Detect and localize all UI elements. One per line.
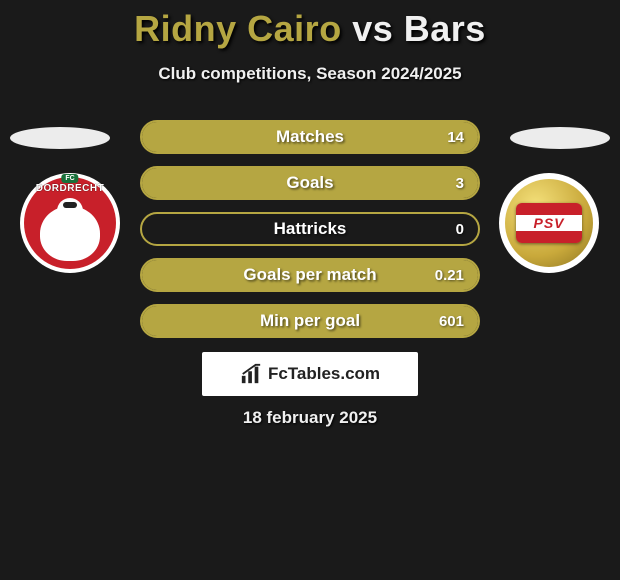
stat-bar: Goals per match0.21	[140, 258, 480, 292]
stat-right-value: 601	[439, 313, 464, 330]
stat-row: Hattricks0	[0, 212, 620, 248]
subtitle: Club competitions, Season 2024/2025	[0, 64, 620, 84]
date-text: 18 february 2025	[0, 408, 620, 428]
stat-bar: Hattricks0	[140, 212, 480, 246]
stats-container: Matches14 Goals3 Hattricks0 Goals per match…	[0, 120, 620, 350]
stat-label: Min per goal	[142, 311, 478, 331]
stat-right-value: 14	[447, 129, 464, 146]
stat-bar: Matches14	[140, 120, 480, 154]
stat-bar: Min per goal601	[140, 304, 480, 338]
stat-label: Goals	[142, 173, 478, 193]
bar-chart-icon	[240, 363, 262, 385]
brand-text: FcTables.com	[268, 364, 380, 384]
title-player2: Bars	[404, 8, 486, 49]
stat-label: Goals per match	[142, 265, 478, 285]
stat-right-value: 0.21	[435, 267, 464, 284]
stat-right-value: 0	[456, 221, 464, 238]
stat-row: Min per goal601	[0, 304, 620, 340]
brand-box: FcTables.com	[202, 352, 418, 396]
page-title: Ridny Cairo vs Bars	[0, 0, 620, 50]
stat-right-value: 3	[456, 175, 464, 192]
title-vs: vs	[352, 8, 393, 49]
stat-row: Goals per match0.21	[0, 258, 620, 294]
stat-row: Goals3	[0, 166, 620, 202]
title-player1: Ridny Cairo	[134, 8, 342, 49]
stat-row: Matches14	[0, 120, 620, 156]
stat-label: Hattricks	[142, 219, 478, 239]
stat-bar: Goals3	[140, 166, 480, 200]
stat-label: Matches	[142, 127, 478, 147]
